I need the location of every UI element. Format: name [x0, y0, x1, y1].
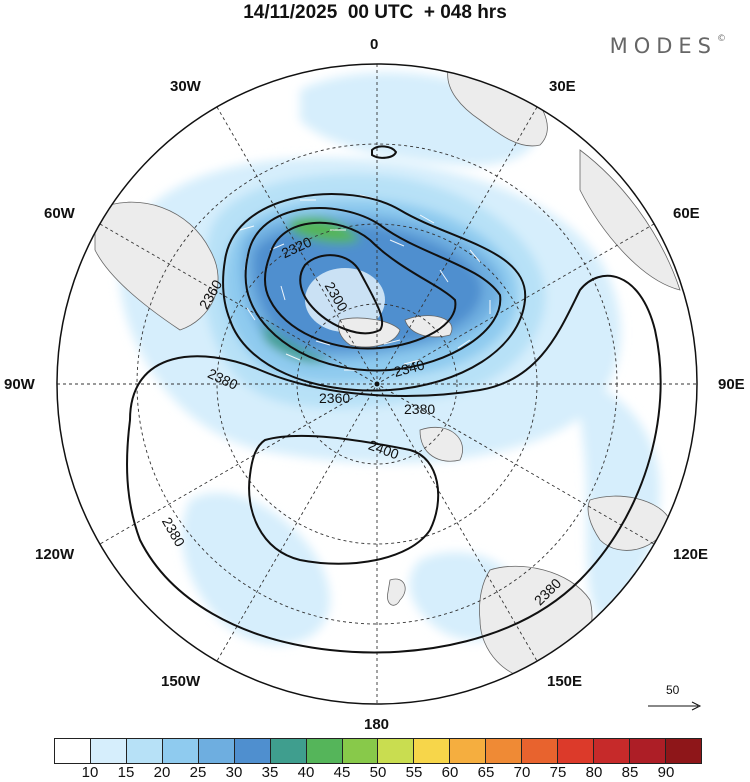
lon-label-30w: 30W	[170, 78, 201, 95]
copyright-mark: ©	[717, 34, 726, 44]
wind-speed-shading	[118, 72, 660, 645]
land-north-america	[94, 201, 219, 331]
modes-logo: MODES©	[610, 34, 726, 58]
colorbar-tick-label: 30	[225, 764, 243, 781]
land-small-island	[387, 578, 406, 606]
colorbar-swatch	[306, 739, 343, 763]
lon-label-60w: 60W	[44, 205, 75, 222]
colorbar-swatch	[665, 739, 701, 763]
contour-2340-line	[244, 207, 502, 372]
land-siberian-coast	[419, 426, 463, 462]
colorbar-swatch	[342, 739, 379, 763]
contour-2380-line	[126, 274, 662, 654]
lon-label-90w: 90W	[4, 376, 35, 393]
lon-label-180: 180	[364, 716, 390, 733]
height-contours	[126, 145, 662, 654]
lon-label-90e: 90E	[718, 376, 745, 393]
lon-label-60e: 60E	[673, 205, 700, 222]
colorbar-tick-label: 80	[585, 764, 603, 781]
colorbar-swatch	[126, 739, 163, 763]
label-2380-center: 2380	[404, 401, 435, 417]
colorbar-tick-label: 65	[477, 764, 495, 781]
contour-2400-line	[248, 434, 440, 565]
colorbar-swatch	[414, 739, 451, 763]
contour-small-closed	[371, 145, 398, 159]
colorbar-swatch	[270, 739, 307, 763]
colorbar-swatch	[162, 739, 199, 763]
colorbar-tick-label: 75	[549, 764, 567, 781]
wind-scale-value: 50	[666, 683, 680, 697]
lon-label-30e: 30E	[549, 78, 576, 95]
lon-label-150e: 150E	[547, 673, 583, 690]
colorbar-swatch	[90, 739, 127, 763]
lon-label-0: 0	[370, 36, 379, 53]
colorbar	[54, 738, 702, 764]
wind-vectors	[239, 194, 491, 371]
colorbar-tick-label: 55	[405, 764, 423, 781]
brand-name: MODES	[609, 34, 717, 58]
pole-marker	[374, 381, 380, 387]
colorbar-swatch	[630, 739, 666, 763]
colorbar-swatch	[378, 739, 415, 763]
chart-title: 14/11/2025 00 UTC + 048 hrs	[243, 2, 507, 23]
colorbar-swatch	[522, 739, 559, 763]
polar-map: 2300 2320 2340 2360 2360 2380 2380 2380 …	[56, 63, 702, 711]
colorbar-swatch	[486, 739, 523, 763]
contour-2320-line	[264, 221, 457, 350]
colorbar-tick-label: 40	[297, 764, 315, 781]
lon-label-120w: 120W	[35, 546, 75, 563]
colorbar-swatch	[234, 739, 271, 763]
colorbar-swatch	[450, 739, 487, 763]
colorbar-tick-label: 15	[117, 764, 135, 781]
map-disc	[57, 64, 697, 704]
colorbar-tick-label: 90	[657, 764, 675, 781]
map-boundary	[56, 63, 698, 705]
contour-2360-line	[222, 193, 527, 392]
colorbar-swatch	[558, 739, 595, 763]
wind-scale-arrow	[648, 701, 702, 711]
colorbar-tick-label: 45	[333, 764, 351, 781]
colorbar-tick-label: 35	[261, 764, 279, 781]
lon-label-120e: 120E	[673, 546, 709, 563]
colorbar-swatch	[55, 739, 91, 763]
colorbar-tick-label: 25	[189, 764, 207, 781]
colorbar-tick-label: 20	[153, 764, 171, 781]
land-scandinavia	[579, 149, 681, 291]
contour-2300-line	[299, 254, 384, 335]
colorbar-tick-label: 60	[441, 764, 459, 781]
land-arctic-island-2	[404, 315, 453, 338]
lon-label-150w: 150W	[161, 673, 201, 690]
colorbar-tick-label: 10	[81, 764, 99, 781]
label-2340: 2340	[392, 356, 426, 380]
colorbar-swatch	[594, 739, 630, 763]
colorbar-swatch	[198, 739, 235, 763]
label-2360-bottom: 2360	[319, 390, 350, 406]
colorbar-tick-label: 85	[621, 764, 639, 781]
land-east-siberia	[479, 565, 593, 681]
colorbar-tick-label: 70	[513, 764, 531, 781]
colorbar-tick-label: 50	[369, 764, 387, 781]
